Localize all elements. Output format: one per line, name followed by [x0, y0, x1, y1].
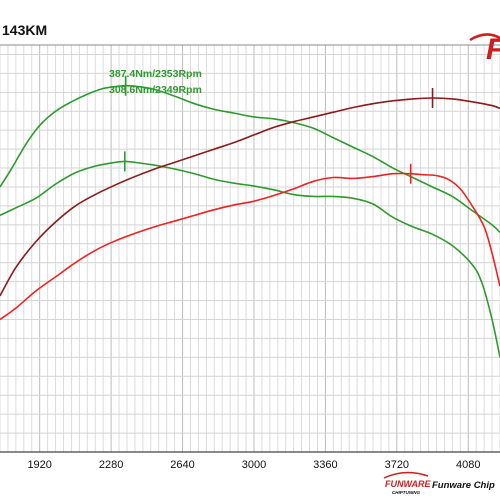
logo-swoosh-icon	[469, 33, 500, 42]
logo-subtitle: CHIPTUNING	[392, 490, 420, 495]
chart-title: 143KM	[2, 22, 47, 38]
logo-name: FUNWARE	[385, 479, 431, 489]
x-tick-label: 2640	[170, 459, 194, 471]
x-tick-label: 4080	[456, 459, 480, 471]
peak-markers	[124, 75, 434, 184]
brand-text: Funware Chip	[432, 480, 495, 491]
car-silhouette-icon	[383, 471, 429, 479]
x-tick-label: 2280	[99, 459, 123, 471]
x-tick-label: 1920	[27, 459, 51, 471]
x-tick-label: 3360	[313, 459, 337, 471]
grid-lines	[0, 44, 500, 453]
series-line-4	[0, 172, 500, 321]
series-line-2	[0, 160, 500, 358]
series-line-3	[0, 97, 500, 297]
annotation-peak-1: 387.4Nm/2353Rpm	[109, 68, 202, 80]
x-tick-label: 3720	[385, 459, 409, 471]
x-tick-label: 3000	[242, 459, 266, 471]
logo-letter: F	[486, 33, 500, 66]
curves	[0, 84, 500, 358]
annotation-peak-2: 308.6Nm/2349Rpm	[109, 84, 202, 96]
brand-logo-top: F	[469, 33, 500, 66]
series-line-1	[0, 84, 500, 233]
brand-logo-bottom: FUNWARE CHIPTUNING Funware Chip	[383, 471, 495, 495]
x-tick-labels: 1920 2280 2640 3000 3360 3720 4080	[27, 459, 480, 471]
